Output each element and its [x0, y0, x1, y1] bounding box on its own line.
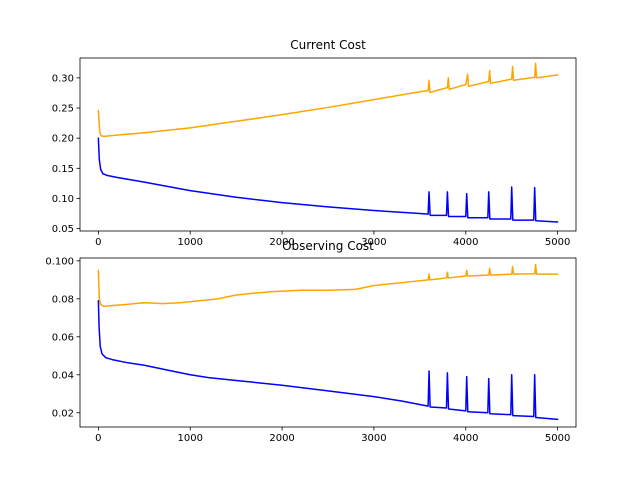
observing-cost-ticks: 0 1000 2000 3000 4000 5000 0.02 0.04 0.06 0.08 0.1… — [45, 256, 570, 444]
current-cost-series — [97, 62, 559, 223]
observing-cost-series-line-orange — [97, 263, 559, 308]
current-cost-xtick-label: 4000 — [453, 237, 478, 248]
observing-cost-ytick-label: 0.02 — [52, 408, 74, 419]
observing-cost-xtick-label: 2000 — [269, 433, 294, 444]
current-cost-xtick-label: 0 — [95, 237, 101, 248]
observing-cost-series — [97, 263, 559, 421]
observing-cost-axes-frame — [79, 257, 577, 428]
current-cost-ticks: 0 1000 2000 3000 4000 5000 0.05 0.10 0.15 0.20 0.2… — [52, 73, 571, 248]
current-cost-ytick-label: 0.10 — [52, 194, 74, 205]
current-cost-series-line-orange — [97, 62, 559, 138]
observing-cost-xtick-label: 0 — [95, 433, 101, 444]
current-cost-ytick-label: 0.20 — [52, 134, 74, 145]
observing-cost-xtick-label: 3000 — [361, 433, 386, 444]
observing-cost-xtick-label: 4000 — [453, 433, 478, 444]
current-cost-title: Current Cost — [290, 38, 366, 52]
current-cost-ytick-label: 0.05 — [52, 224, 74, 235]
observing-cost-xtick-label: 1000 — [177, 433, 202, 444]
observing-cost-title: Observing Cost — [282, 239, 374, 253]
current-cost-series-line-blue — [97, 137, 559, 223]
current-cost-plot: Current Cost 0 1000 2000 3000 4000 5000 0.05 0.… — [52, 38, 577, 248]
observing-cost-xtick-label: 5000 — [545, 433, 570, 444]
current-cost-axes-frame — [79, 57, 577, 232]
current-cost-xtick-label: 5000 — [545, 237, 570, 248]
observing-cost-ytick-label: 0.06 — [52, 332, 74, 343]
current-cost-xtick-label: 2000 — [269, 237, 294, 248]
observing-cost-series-line-blue — [97, 299, 559, 421]
observing-cost-plot: Observing Cost 0 1000 2000 3000 4000 5000 0.02… — [45, 239, 577, 444]
observing-cost-ytick-label: 0.08 — [52, 294, 74, 305]
current-cost-ytick-label: 0.15 — [52, 164, 74, 175]
observing-cost-ytick-label: 0.100 — [45, 256, 74, 267]
observing-cost-ytick-label: 0.04 — [52, 370, 74, 381]
current-cost-xtick-label: 1000 — [177, 237, 202, 248]
current-cost-ytick-label: 0.30 — [52, 73, 74, 84]
current-cost-ytick-label: 0.25 — [52, 104, 74, 115]
current-cost-xtick-label: 3000 — [361, 237, 386, 248]
